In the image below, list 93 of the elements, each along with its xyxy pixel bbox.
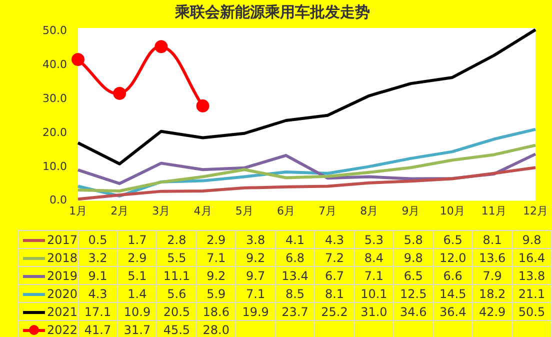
data-label: 8.1 xyxy=(472,230,512,248)
data-label: 2.9 xyxy=(118,248,157,266)
data-label: 28.0 xyxy=(196,320,236,337)
data-label: 7.2 xyxy=(314,248,354,266)
data-label: 7.1 xyxy=(196,248,236,266)
data-label: 50.5 xyxy=(512,302,552,320)
legend-label: 2022 xyxy=(47,322,78,336)
y-tick-label: 50.0 xyxy=(42,24,67,38)
x-tick-label: 4月 xyxy=(194,204,212,218)
data-label: 4.3 xyxy=(314,230,354,248)
data-label: 8.1 xyxy=(314,284,354,302)
data-label: 18.6 xyxy=(196,302,236,320)
x-tick-label: 7月 xyxy=(318,204,337,218)
data-label: 14.5 xyxy=(433,284,473,302)
data-label: 6.7 xyxy=(314,266,354,284)
data-label: 4.3 xyxy=(78,284,118,302)
data-label: 5.8 xyxy=(394,230,434,248)
data-label: 9.8 xyxy=(394,248,434,266)
data-label: 2.8 xyxy=(156,230,196,248)
data-label: 34.6 xyxy=(394,302,434,320)
data-label: 9.1 xyxy=(78,266,118,284)
legend-label: 2020 xyxy=(47,286,78,300)
legend-label: 2021 xyxy=(47,304,78,318)
data-label: 0.5 xyxy=(78,230,118,248)
data-label: 10.9 xyxy=(118,302,157,320)
data-label: 20.5 xyxy=(156,302,196,320)
data-label: 8.4 xyxy=(354,248,394,266)
y-tick-label: 40.0 xyxy=(42,58,67,72)
point xyxy=(72,53,84,66)
data-label: 36.4 xyxy=(433,302,473,320)
data-label: 5.5 xyxy=(156,248,196,266)
y-tick-label: 10.0 xyxy=(42,160,67,173)
data-label: 3.2 xyxy=(78,248,118,266)
legend-label: 2019 xyxy=(47,268,78,282)
data-label: 18.2 xyxy=(472,284,512,302)
data-label: 4.1 xyxy=(275,230,315,248)
data-label: 6.6 xyxy=(433,266,473,284)
x-tick-label: 5月 xyxy=(235,204,254,218)
legend-label: 2018 xyxy=(47,250,78,264)
x-tick-label: 1月 xyxy=(69,204,87,218)
x-tick-label: 10月 xyxy=(440,204,465,218)
data-label: 3.8 xyxy=(236,230,276,248)
x-tick-label: 3月 xyxy=(152,204,170,218)
x-tick-label: 12月 xyxy=(523,204,548,218)
y-tick-label: 0.0 xyxy=(50,194,67,207)
data-label: 7.9 xyxy=(472,266,512,284)
data-label: 17.1 xyxy=(78,302,118,320)
y-tick-label: 20.0 xyxy=(42,126,67,139)
data-label: 8.5 xyxy=(275,284,315,302)
data-label: 42.9 xyxy=(472,302,512,320)
x-tick-label: 11月 xyxy=(481,204,506,218)
data-label: 12.5 xyxy=(394,284,434,302)
data-label: 11.1 xyxy=(156,266,196,284)
data-label: 6.5 xyxy=(394,266,434,284)
data-label: 25.2 xyxy=(314,302,354,320)
data-label: 41.7 xyxy=(78,320,118,337)
x-tick-label: 9月 xyxy=(402,204,420,218)
data-label: 21.1 xyxy=(512,284,552,302)
data-label: 5.3 xyxy=(354,230,394,248)
data-label: 7.1 xyxy=(236,284,276,302)
data-label: 6.8 xyxy=(275,248,315,266)
data-label: 13.6 xyxy=(472,248,512,266)
data-label: 19.9 xyxy=(236,302,276,320)
data-label: 10.1 xyxy=(354,284,394,302)
data-label: 45.5 xyxy=(156,320,196,337)
x-tick-label: 8月 xyxy=(360,204,378,218)
data-label: 13.8 xyxy=(512,266,552,284)
data-label: 9.2 xyxy=(236,248,276,266)
data-label: 9.8 xyxy=(512,230,552,248)
data-label: 1.7 xyxy=(118,230,157,248)
data-label: 2.9 xyxy=(196,230,236,248)
data-label: 9.7 xyxy=(236,266,276,284)
data-label: 9.2 xyxy=(196,266,236,284)
data-label: 13.4 xyxy=(275,266,315,284)
legend-label: 2017 xyxy=(47,232,78,246)
data-label: 6.5 xyxy=(433,230,473,248)
x-tick-label: 6月 xyxy=(276,204,295,218)
point xyxy=(154,40,168,54)
y-tick-label: 30.0 xyxy=(42,92,67,106)
data-label: 5.6 xyxy=(156,284,196,302)
data-label: 5.9 xyxy=(196,284,236,302)
x-tick-label: 2月 xyxy=(110,204,129,218)
point xyxy=(196,99,210,112)
data-label: 16.4 xyxy=(512,248,552,266)
point xyxy=(113,86,126,100)
data-label: 31.7 xyxy=(118,320,157,337)
data-label: 1.4 xyxy=(118,284,157,302)
data-label: 31.0 xyxy=(354,302,394,320)
data-label: 12.0 xyxy=(433,248,473,266)
data-label: 5.1 xyxy=(118,266,157,284)
data-label: 7.1 xyxy=(354,266,394,284)
chart-title: 乘联会新能源乘用车批发走势 xyxy=(174,2,370,21)
data-label: 23.7 xyxy=(275,302,315,320)
